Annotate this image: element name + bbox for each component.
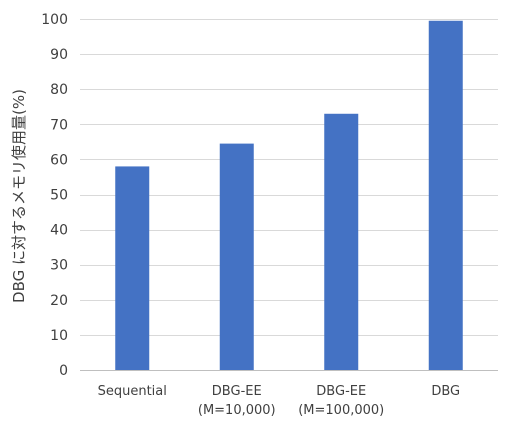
x-category-label: Sequential	[98, 384, 167, 399]
y-tick-label: 60	[50, 152, 68, 168]
x-category-label-line: DBG	[431, 384, 460, 399]
x-category-label: DBG	[431, 384, 460, 399]
y-tick-label: 40	[50, 223, 68, 239]
x-category-labels: Sequential DBG-EE (M=10,000) DBG-EE (M=100,0…	[98, 384, 461, 418]
x-category-label: DBG-EE (M=100,000)	[298, 384, 384, 418]
bar	[324, 113, 359, 371]
x-category-label-line: Sequential	[98, 384, 167, 399]
y-tick-label: 20	[50, 293, 68, 309]
y-tick-label: 0	[59, 363, 68, 379]
x-category-label-line: (M=10,000)	[198, 403, 276, 418]
x-category-label-line: DBG-EE	[316, 384, 366, 399]
grid-lines	[80, 19, 498, 371]
x-category-label-line: DBG-EE	[212, 384, 262, 399]
y-tick-label: 10	[50, 328, 68, 344]
y-tick-label: 30	[50, 258, 68, 274]
y-tick-label: 70	[50, 117, 68, 133]
bar	[115, 166, 150, 370]
bars	[115, 20, 463, 371]
bar	[219, 143, 254, 370]
y-tick-labels: 0 10 20 30 40 50 60 70 80 90 100	[41, 12, 68, 379]
x-category-label-line: (M=100,000)	[298, 403, 384, 418]
y-tick-label: 100	[41, 12, 68, 28]
y-tick-label: 50	[50, 188, 68, 204]
y-tick-label: 90	[50, 47, 68, 63]
bar	[428, 20, 463, 370]
x-category-label: DBG-EE (M=10,000)	[198, 384, 276, 418]
y-tick-label: 80	[50, 82, 68, 98]
y-axis-title: DBG に対するメモリ使用量(%)	[10, 89, 28, 303]
